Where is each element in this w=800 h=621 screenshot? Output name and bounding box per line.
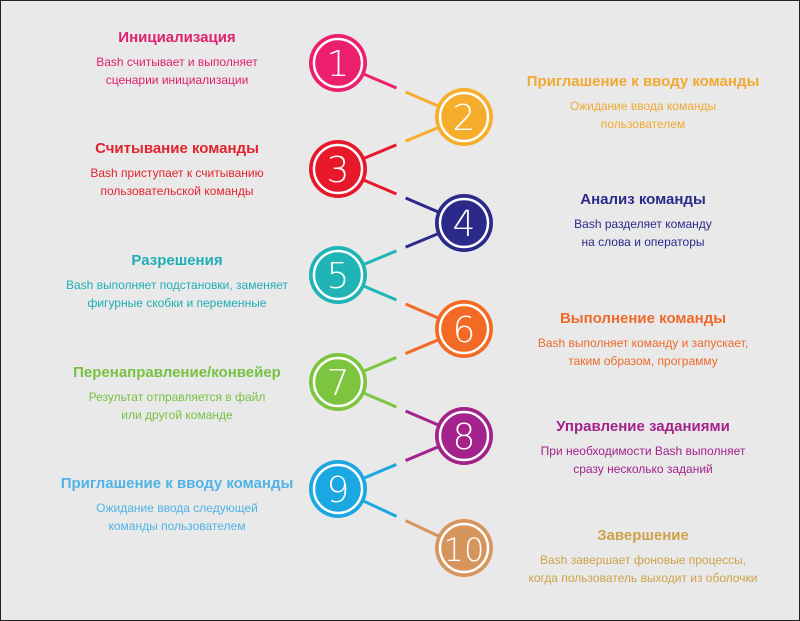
step-description: Bash разделяет команду на слова и операто… xyxy=(574,217,712,249)
step-description: Ожидание ввода следующей команды пользова… xyxy=(96,501,258,533)
step-circle-1: 1 xyxy=(309,34,367,92)
step-description: Bash считывает и выполняет сценарии иници… xyxy=(96,55,258,87)
step-number: 8 xyxy=(453,417,476,458)
step-description: При необходимости Bash выполняет сразу не… xyxy=(540,444,746,476)
step-text-8: Управление заданиями При необходимости Ba… xyxy=(493,418,793,478)
step-circle-5: 5 xyxy=(309,246,367,304)
step-number: 2 xyxy=(453,98,476,139)
step-text-6: Выполнение команды Bash выполняет команду… xyxy=(493,310,793,370)
step-number: 1 xyxy=(327,44,350,85)
step-title: Приглашение к вводу команды xyxy=(526,73,760,90)
step-text-10: Завершение Bash завершает фоновые процесс… xyxy=(493,527,793,587)
step-text-1: Инициализация Bash считывает и выполняет с… xyxy=(27,29,327,89)
step-circle-10: 10 xyxy=(435,519,493,577)
step-circle-6: 6 xyxy=(435,300,493,358)
step-number: 4 xyxy=(453,204,476,245)
step-circle-2: 2 xyxy=(435,88,493,146)
step-circle-9: 9 xyxy=(309,460,367,518)
step-number: 5 xyxy=(327,256,350,297)
step-title: Выполнение команды xyxy=(559,310,727,327)
step-title: Перенаправление/конвейер xyxy=(73,364,281,381)
step-description: Bash завершает фоновые процессы, когда по… xyxy=(528,553,758,585)
step-circle-3: 3 xyxy=(309,140,367,198)
step-title: Инициализация xyxy=(118,29,236,46)
step-text-5: Разрешения Bash выполняет подстановки, за… xyxy=(27,252,327,312)
step-number: 6 xyxy=(453,310,476,351)
step-text-3: Считывание команды Bash приступает к счит… xyxy=(27,140,327,200)
step-text-4: Анализ команды Bash разделяет команду на с… xyxy=(493,191,793,251)
step-description: Ожидание ввода команды пользователем xyxy=(569,99,717,131)
step-number: 9 xyxy=(327,470,350,511)
step-title: Приглашение к вводу команды xyxy=(60,475,294,492)
step-title: Разрешения xyxy=(131,252,223,269)
step-number: 3 xyxy=(327,150,350,191)
step-number: 10 xyxy=(444,531,485,569)
step-description: Bash приступает к считыванию пользователь… xyxy=(90,166,264,198)
step-circle-4: 4 xyxy=(435,194,493,252)
step-title: Завершение xyxy=(597,527,689,544)
step-number: 7 xyxy=(327,363,350,404)
step-text-9: Приглашение к вводу команды Ожидание ввод… xyxy=(27,475,327,535)
step-text-7: Перенаправление/конвейер Результат отправ… xyxy=(27,364,327,424)
step-title: Считывание команды xyxy=(95,140,259,157)
step-title: Управление заданиями xyxy=(556,418,730,435)
step-description: Bash выполняет команду и запускает, таким… xyxy=(537,336,749,368)
step-title: Анализ команды xyxy=(580,191,706,208)
step-description: Результат отправляется в файл или другой … xyxy=(88,390,266,422)
step-text-2: Приглашение к вводу команды Ожидание ввод… xyxy=(493,73,793,133)
step-description: Bash выполняет подстановки, заменяет фигу… xyxy=(65,278,289,310)
step-circle-8: 8 xyxy=(435,407,493,465)
step-circle-7: 7 xyxy=(309,353,367,411)
